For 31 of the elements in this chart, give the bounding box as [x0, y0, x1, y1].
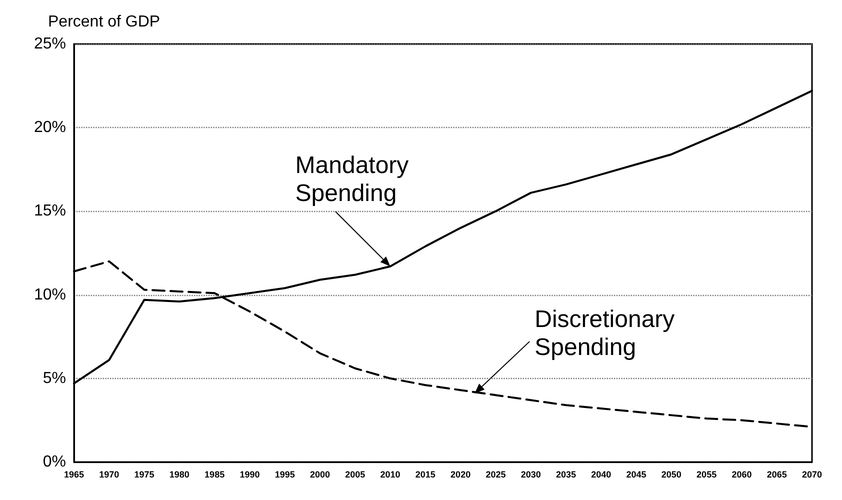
annotation: Mandatory Spending	[295, 152, 409, 207]
x-tick-label: 1975	[134, 470, 154, 480]
x-tick-label: 1970	[99, 470, 120, 480]
annotation: Discretionary Spending	[534, 306, 675, 361]
x-tick-label: 2015	[415, 470, 436, 480]
y-tick-label: 25%	[34, 36, 66, 52]
x-tick-label: 2000	[310, 470, 330, 480]
y-axis-title: Percent of GDP	[48, 14, 160, 30]
x-tick-label: 2060	[732, 470, 752, 480]
y-tick-label: 10%	[34, 286, 66, 304]
y-tick-label: 0%	[42, 454, 66, 470]
x-tick-label: 2040	[591, 470, 612, 480]
x-tick-label: 1990	[240, 470, 260, 480]
x-tick-label: 1985	[204, 470, 225, 480]
x-tick-label: 1995	[274, 470, 295, 480]
y-tick-label: 20%	[34, 119, 66, 136]
x-tick-label: 2035	[556, 470, 576, 480]
x-tick-label: 2050	[661, 470, 682, 480]
y-tick-label: 5%	[42, 370, 66, 387]
x-tick-label: 2055	[696, 470, 717, 480]
x-tick-label: 2010	[380, 470, 400, 480]
x-tick-label: 2020	[450, 470, 471, 480]
x-tick-label: 1980	[169, 470, 190, 480]
x-tick-label: 2025	[486, 470, 506, 480]
x-tick-label: 2070	[802, 470, 822, 480]
x-tick-label: 2005	[345, 470, 366, 480]
x-tick-label: 2030	[520, 470, 541, 480]
x-tick-label: 2065	[766, 470, 787, 480]
y-tick-label: 15%	[34, 202, 66, 220]
x-tick-label: 1965	[64, 470, 84, 480]
x-tick-label: 2045	[626, 470, 646, 480]
